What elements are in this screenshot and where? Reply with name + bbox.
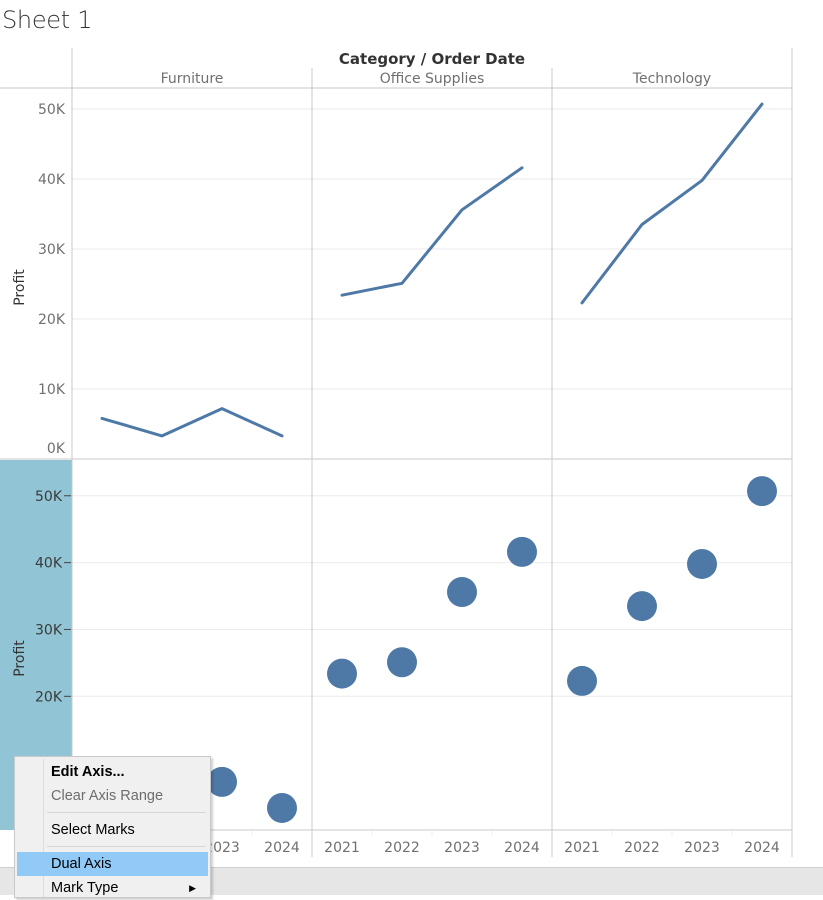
x-tick-label: 2024 [264, 840, 300, 856]
category-header: Furniture [161, 71, 224, 87]
x-tick-label: 2022 [384, 840, 420, 856]
menu-item-mark-type[interactable]: Mark Type ▶ [17, 876, 208, 900]
chart: 0K 10K 20K 30K 40K 50K Profit 20K 30K 40K 50K Profi… [0, 48, 793, 857]
sheet-title: Sheet 1 [2, 6, 93, 34]
y-axis-title: Profit [12, 640, 28, 677]
y-tick-label: 20K [38, 312, 66, 328]
circle-mark [447, 577, 477, 608]
menu-item-dual-axis[interactable]: Dual Axis [17, 852, 208, 876]
circle-mark [267, 792, 297, 823]
circle-mark [507, 536, 537, 567]
y-tick-label: 50K [35, 489, 63, 505]
submenu-arrow-icon: ▶ [189, 883, 196, 893]
y-tick-label: 20K [35, 689, 63, 705]
menu-item-clear-axis-range: Clear Axis Range [51, 788, 164, 804]
x-tick-label: 2024 [504, 840, 540, 856]
x-tick-label: 2022 [624, 840, 660, 856]
y-tick-label: 0K [47, 441, 66, 457]
line-series-office-supplies [340, 166, 524, 297]
y-tick-label: 40K [35, 556, 63, 572]
category-header: Technology [632, 71, 711, 87]
x-tick-label: 2023 [444, 840, 480, 856]
y-tick-label: 30K [35, 622, 63, 638]
x-tick-label: 2021 [324, 840, 360, 856]
menu-separator [47, 846, 206, 847]
y-tick-label: 30K [38, 242, 66, 258]
menu-item-select-marks[interactable]: Select Marks [51, 822, 135, 838]
menu-gutter [43, 759, 44, 897]
x-tick-label: 2023 [204, 840, 240, 856]
menu-separator [47, 812, 206, 813]
axis-context-menu: Edit Axis... Clear Axis Range Select Mar… [14, 756, 211, 898]
header-title: Category / Order Date [339, 50, 525, 68]
category-header: Office Supplies [380, 71, 485, 87]
circle-mark [327, 658, 357, 689]
circle-mark [387, 647, 417, 678]
y-tick-label: 40K [38, 172, 66, 188]
x-tick-label: 2023 [684, 840, 720, 856]
line-series-technology [580, 102, 764, 305]
circle-mark [627, 591, 657, 622]
menu-item-mark-type-label: Mark Type [51, 880, 119, 896]
circle-mark [747, 476, 777, 507]
x-tick-label: 2024 [744, 840, 780, 856]
x-tick-label: 2021 [564, 840, 600, 856]
line-series-furniture [100, 407, 284, 438]
circle-mark [687, 548, 717, 579]
y-tick-label: 10K [38, 382, 66, 398]
y-tick-label: 50K [38, 102, 66, 118]
circle-mark [207, 766, 237, 797]
menu-item-edit-axis[interactable]: Edit Axis... [51, 764, 125, 780]
circle-mark [567, 665, 597, 696]
y-axis-title: Profit [12, 269, 28, 306]
